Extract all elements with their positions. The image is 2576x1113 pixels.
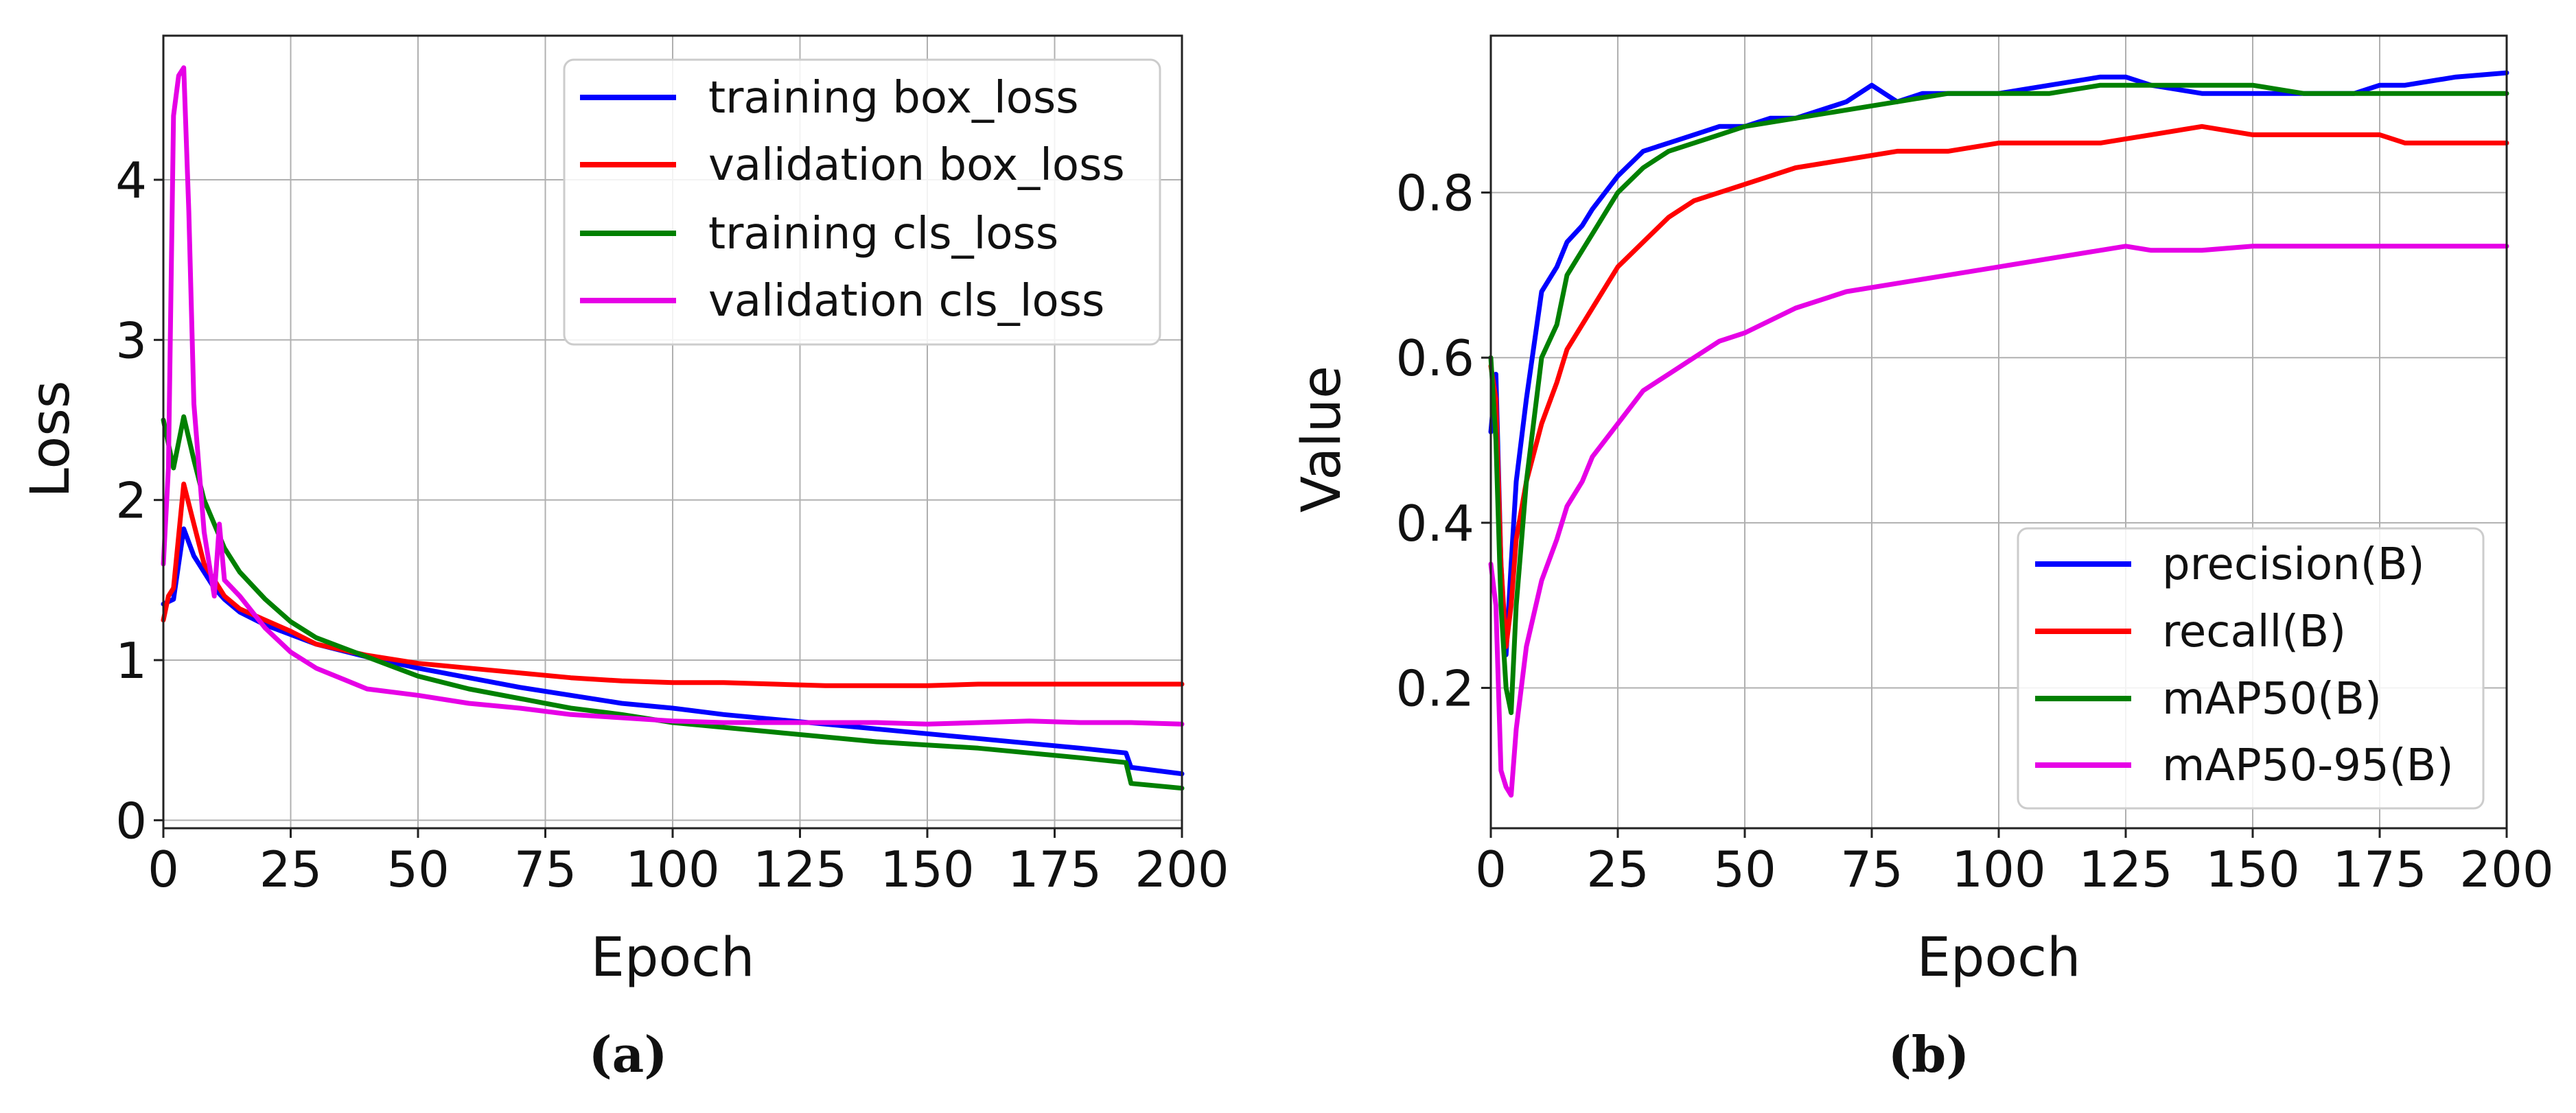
- legend-label-recall: recall(B): [2162, 607, 2346, 657]
- panel-a-ytick-2: 2: [115, 472, 147, 530]
- series-line-training-cls-loss: [161, 414, 1185, 791]
- panel-a-caption: (a): [589, 1025, 668, 1083]
- panel-b-legend-box: [2017, 527, 2485, 810]
- legend-label-precision: precision(B): [2162, 539, 2425, 590]
- legend-label-map50-95: mAP50-95(B): [2162, 740, 2454, 791]
- panel-a-ticks: 0 25 50 75 100 125 150 175 200 0 1 2 3 4: [115, 152, 1229, 898]
- panel-a-xtick-75: 75: [514, 841, 577, 898]
- panel-b-xtick-200: 200: [2459, 841, 2553, 898]
- panel-b-xtick-75: 75: [1840, 841, 1903, 898]
- panel-b: 0 25 50 75 100 125 150 175 200 0.2 0.4 0.6 0.8 Epoch…: [1291, 34, 2554, 1083]
- panel-a-xtick-125: 125: [753, 841, 847, 898]
- legend-label-map50: mAP50(B): [2162, 674, 2382, 725]
- panel-b-ytick-0-6: 0.6: [1395, 329, 1474, 387]
- panel-b-xtick-175: 175: [2332, 841, 2426, 898]
- legend-label-validation-cls-loss: validation cls_loss: [708, 276, 1104, 327]
- panel-a-ytick-4: 4: [115, 152, 147, 209]
- panel-a-xtick-50: 50: [386, 841, 450, 898]
- panel-a-ytick-1: 1: [115, 632, 147, 690]
- panel-b-caption: (b): [1888, 1025, 1969, 1083]
- panel-b-xtick-25: 25: [1586, 841, 1649, 898]
- panel-b-ytick-0-4: 0.4: [1395, 495, 1474, 552]
- panel-a-legend: training box_loss validation box_loss tr…: [563, 58, 1161, 346]
- panel-a-xtick-200: 200: [1135, 841, 1229, 898]
- series-line-map50-95-b: [1488, 244, 2509, 798]
- legend-label-validation-box-loss: validation box_loss: [708, 140, 1125, 191]
- panel-a-xlabel: Epoch: [591, 927, 755, 989]
- panel-a-ytick-3: 3: [115, 312, 147, 369]
- series-line-validation-cls-loss: [161, 65, 1185, 727]
- panel-b-xtick-100: 100: [1951, 841, 2045, 898]
- panel-b-xtick-0: 0: [1475, 841, 1507, 898]
- panel-b-xtick-50: 50: [1713, 841, 1776, 898]
- panel-a-xtick-25: 25: [259, 841, 323, 898]
- series-line-map50-b: [1488, 82, 2509, 716]
- panel-b-xtick-125: 125: [2078, 841, 2172, 898]
- panel-a-ytick-0: 0: [115, 792, 147, 850]
- panel-b-xlabel: Epoch: [1917, 927, 2081, 989]
- panel-b-ytick-0-8: 0.8: [1395, 165, 1474, 222]
- panel-b-legend: precision(B) recall(B) mAP50(B) mAP50-95…: [2017, 527, 2485, 810]
- panel-a-ylabel: Loss: [20, 380, 82, 497]
- panel-b-ticks: 0 25 50 75 100 125 150 175 200 0.2 0.4 0.6 0.8: [1395, 165, 2553, 898]
- series-line-validation-box-loss: [161, 481, 1185, 688]
- panel-a: 0 25 50 75 100 125 150 175 200 0 1 2 3 4 Epoch Loss t…: [20, 34, 1229, 1083]
- panel-a-xtick-100: 100: [625, 841, 719, 898]
- panel-b-ylabel: Value: [1291, 366, 1353, 513]
- legend-label-training-box-loss: training box_loss: [708, 73, 1079, 124]
- series-line-recall-b: [1488, 124, 2509, 649]
- panel-a-xtick-175: 175: [1008, 841, 1102, 898]
- panel-a-xtick-150: 150: [880, 841, 974, 898]
- panel-a-legend-box: [563, 58, 1161, 346]
- panel-b-lines: [1488, 70, 2509, 798]
- panel-b-ytick-0-2: 0.2: [1395, 659, 1474, 717]
- panel-a-lines: [161, 65, 1185, 791]
- panel-b-xtick-150: 150: [2205, 841, 2299, 898]
- panel-a-xtick-0: 0: [148, 841, 179, 898]
- legend-label-training-cls-loss: training cls_loss: [708, 209, 1058, 259]
